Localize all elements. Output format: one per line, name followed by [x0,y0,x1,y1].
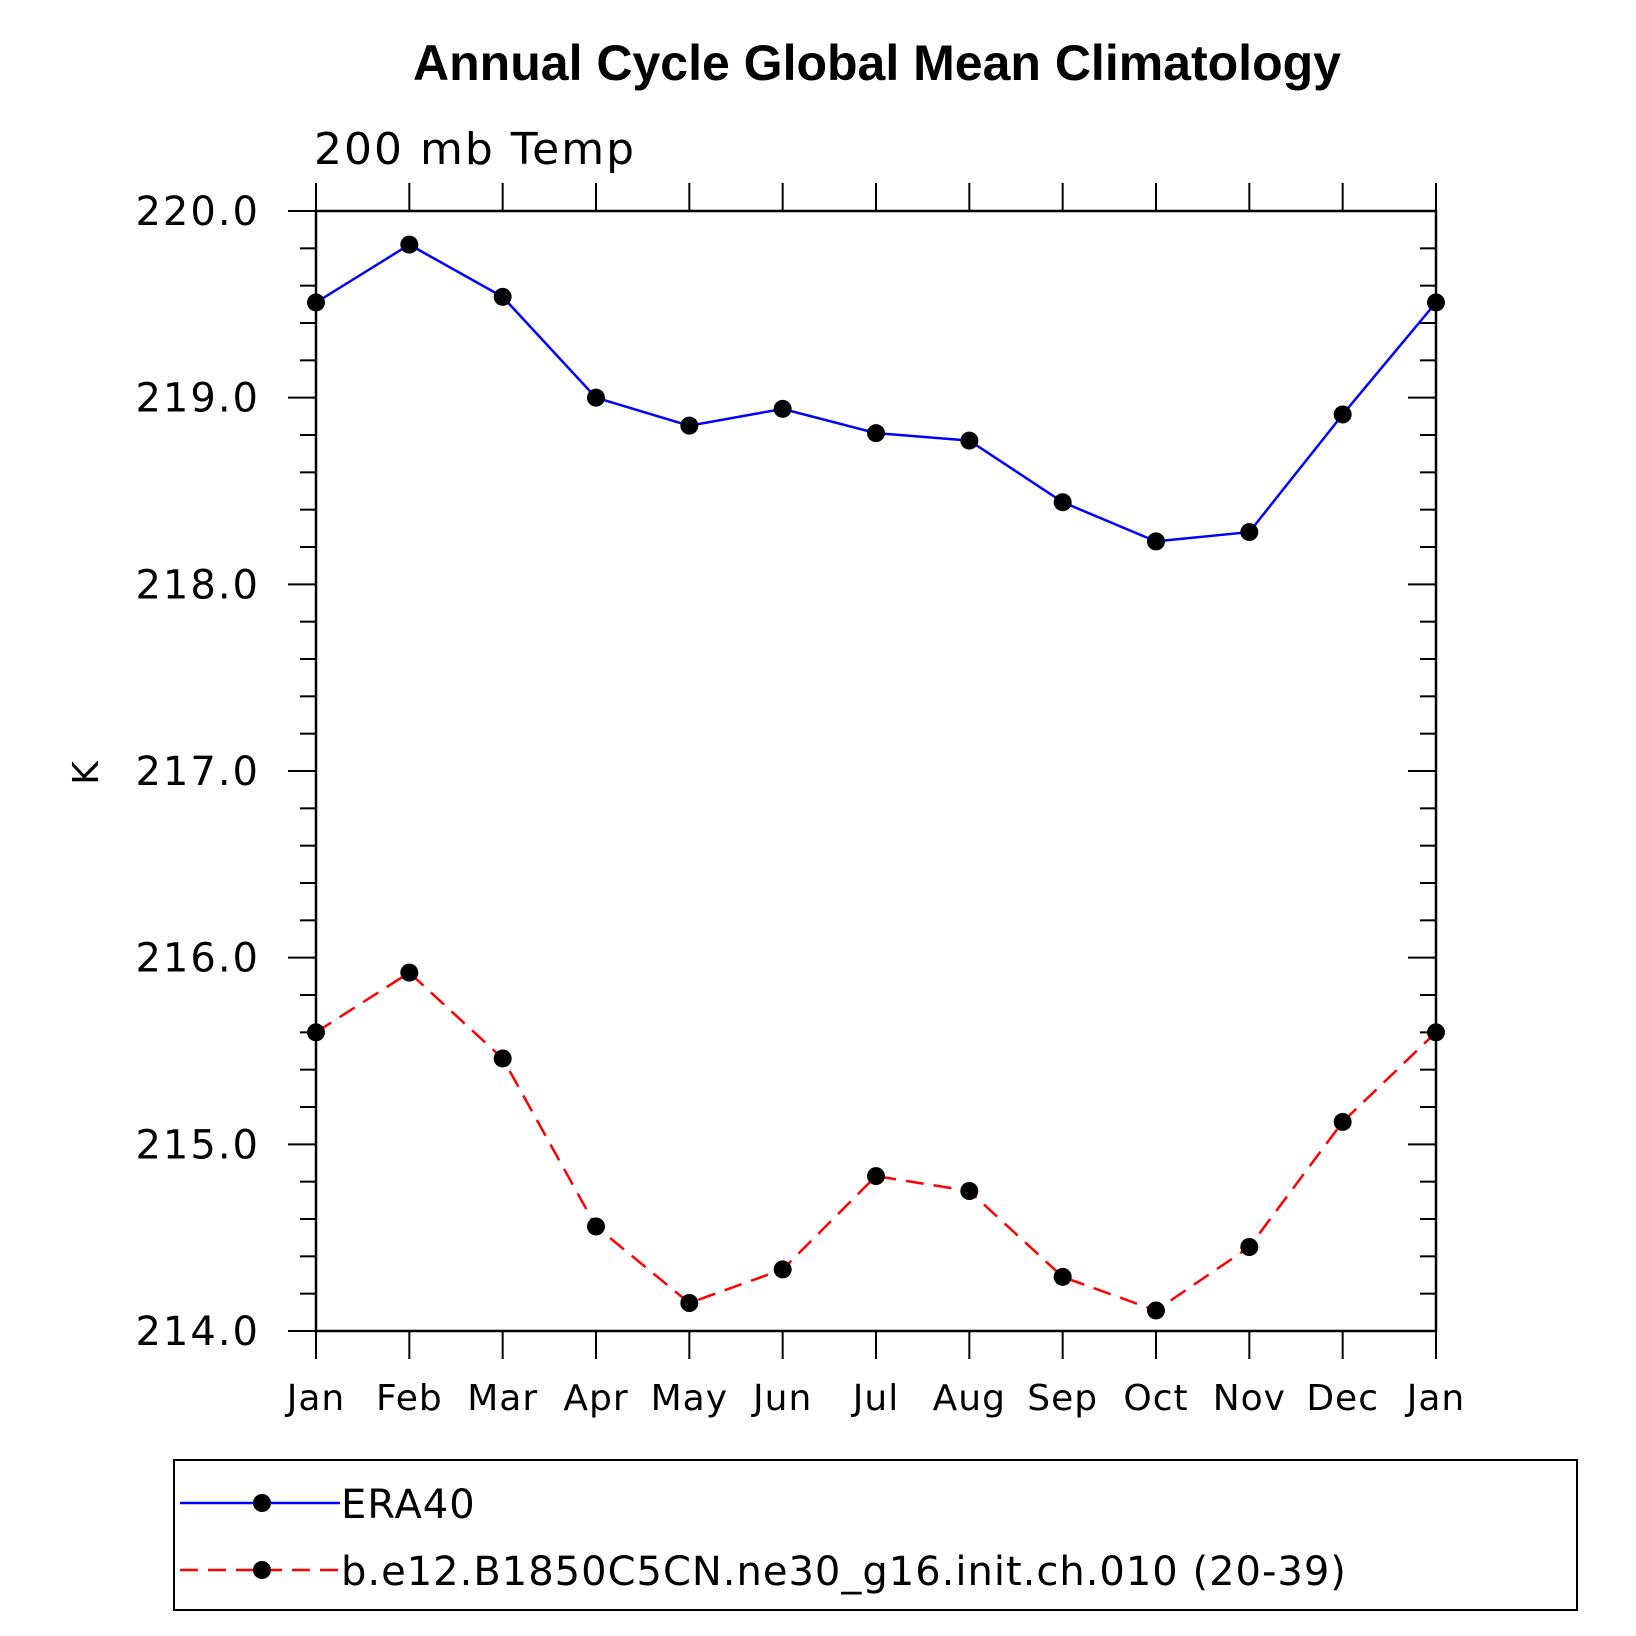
y-tick-label: 216.0 [135,936,260,982]
y-tick-labels: 214.0 215.0 216.0 217.0 218.0 219.0 220.0 [135,189,260,1355]
x-tick-label: Apr [563,1378,628,1419]
data-point [400,235,419,254]
x-tick-label: Jan [285,1378,346,1419]
data-point [1147,532,1165,551]
x-tick-label: Jan [1405,1378,1466,1419]
y-tick-label: 215.0 [135,1122,260,1168]
data-point [960,1182,979,1200]
x-tick-labels: Jan Feb Mar Apr May Jun Jul Aug Sep Oct Nov Dec Jan [285,1378,1466,1419]
data-point [307,1023,325,1042]
data-point [307,293,325,312]
chart-title: Annual Cycle Global Mean Climatology [413,35,1341,91]
data-point [493,1049,512,1068]
y-tick-label: 218.0 [135,562,260,608]
data-point [1053,493,1072,512]
x-tick-label: Sep [1027,1378,1098,1419]
data-point [1240,1238,1259,1256]
data-point [1053,1267,1072,1286]
legend-label-era40: ERA40 [341,1482,476,1528]
legend: ERA40 b.e12.B1850C5CN.ne30_g16.init.ch.0… [173,1459,1578,1611]
legend-marker-model [253,1561,271,1579]
legend-box [173,1459,1578,1611]
data-point [773,1260,792,1279]
data-point [1240,523,1259,542]
y-tick-label: 219.0 [135,376,260,422]
plot-frame [314,209,1438,1333]
y-axis-label: K [66,760,107,785]
data-point [1427,293,1445,312]
data-point [680,416,699,435]
data-point [960,431,979,450]
legend-label-model: b.e12.B1850C5CN.ne30_g16.init.ch.010 (20… [341,1549,1347,1595]
data-point [680,1294,699,1312]
data-point [493,287,512,306]
chart-subtitle: 200 mb Temp [314,124,636,175]
x-tick-label: Feb [376,1378,443,1419]
y-tick-label: 214.0 [135,1309,260,1355]
data-point [773,399,792,418]
data-point [400,963,419,982]
data-point [867,424,885,443]
data-point [587,388,605,407]
series-line-0 [315,243,1437,543]
data-point [1333,1112,1352,1131]
data-point [1333,405,1352,424]
x-tick-label: Aug [933,1378,1006,1419]
x-tick-label: Dec [1306,1378,1379,1419]
y-tick-label: 220.0 [135,189,260,235]
data-point [867,1167,885,1186]
x-tick-label: May [651,1378,728,1419]
legend-marker-era40 [253,1494,271,1512]
data-point [1427,1023,1445,1042]
axis-ticks [288,183,1437,1359]
x-tick-label: Mar [467,1378,538,1419]
y-tick-label: 217.0 [135,749,260,795]
data-point [1147,1301,1165,1320]
data-point [587,1217,605,1236]
x-tick-label: Nov [1213,1378,1286,1419]
x-tick-label: Oct [1123,1378,1188,1419]
series-line-1 [315,971,1437,1312]
series-layer [307,235,1445,1320]
x-tick-label: Jun [751,1378,812,1419]
x-tick-label: Jul [851,1378,899,1419]
